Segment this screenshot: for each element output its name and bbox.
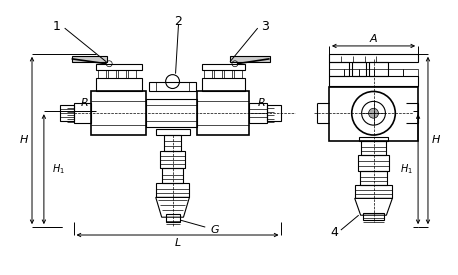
Text: 4: 4: [330, 226, 338, 238]
Text: H: H: [20, 136, 28, 145]
Bar: [204, 70, 212, 78]
Bar: [92, 92, 146, 135]
Text: $H_1$: $H_1$: [400, 162, 413, 176]
Bar: [403, 69, 418, 76]
Bar: [202, 78, 245, 92]
Bar: [354, 185, 393, 198]
Text: 2: 2: [174, 15, 182, 28]
Bar: [352, 62, 365, 76]
Bar: [234, 70, 242, 78]
Bar: [202, 64, 245, 70]
Bar: [96, 64, 142, 70]
Text: A: A: [370, 34, 377, 44]
Bar: [108, 70, 116, 78]
Bar: [363, 213, 384, 220]
Text: R: R: [258, 98, 266, 108]
Text: L: L: [174, 238, 180, 248]
Bar: [71, 56, 107, 62]
Bar: [214, 70, 222, 78]
Text: 3: 3: [261, 20, 268, 33]
Bar: [146, 99, 197, 127]
Bar: [249, 103, 267, 123]
Polygon shape: [156, 197, 190, 217]
Bar: [329, 62, 349, 76]
Circle shape: [369, 108, 378, 118]
Bar: [329, 54, 418, 62]
Bar: [96, 78, 142, 92]
Bar: [166, 214, 180, 222]
Bar: [164, 135, 181, 151]
Bar: [329, 76, 418, 86]
Bar: [329, 87, 418, 141]
Bar: [359, 69, 374, 76]
Bar: [118, 70, 126, 78]
Bar: [224, 70, 232, 78]
Bar: [360, 171, 387, 185]
Bar: [156, 129, 191, 135]
Bar: [98, 70, 106, 78]
Text: H: H: [432, 136, 440, 145]
Polygon shape: [354, 198, 393, 215]
Bar: [360, 141, 387, 155]
Bar: [60, 105, 74, 121]
Bar: [267, 105, 282, 121]
Bar: [197, 92, 249, 135]
Bar: [358, 155, 389, 171]
Bar: [149, 82, 196, 92]
Bar: [128, 70, 136, 78]
Text: 1: 1: [53, 20, 61, 33]
Bar: [162, 168, 184, 183]
Text: G: G: [211, 225, 219, 235]
Bar: [388, 69, 403, 76]
Bar: [344, 69, 359, 76]
Bar: [160, 151, 185, 168]
Text: R: R: [81, 98, 88, 108]
Bar: [156, 183, 190, 197]
Text: $H_1$: $H_1$: [52, 162, 65, 176]
Bar: [374, 69, 388, 76]
Bar: [230, 56, 270, 62]
Bar: [369, 62, 388, 76]
Bar: [74, 103, 92, 123]
Bar: [359, 137, 388, 141]
Bar: [329, 69, 344, 76]
